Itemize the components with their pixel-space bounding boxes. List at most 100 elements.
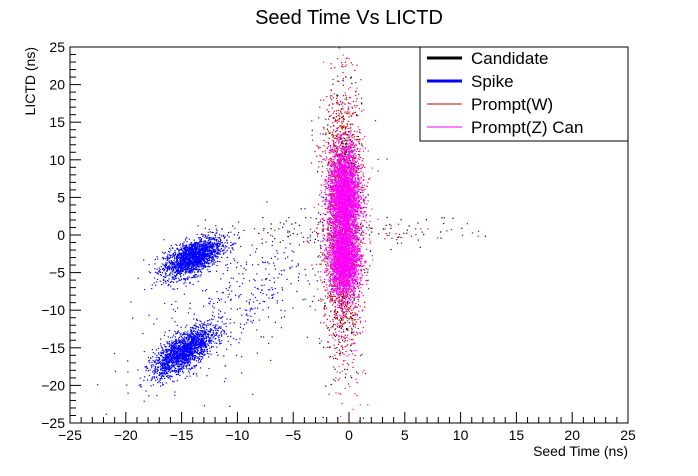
data-point	[182, 367, 184, 369]
data-point	[192, 338, 195, 340]
data-point	[334, 347, 336, 349]
data-point	[337, 133, 339, 135]
data-point	[199, 330, 201, 332]
data-point	[189, 361, 191, 363]
data-point	[180, 340, 182, 343]
data-point	[150, 379, 152, 381]
data-point	[224, 301, 226, 303]
data-point	[190, 332, 192, 334]
data-point	[316, 155, 318, 157]
data-point	[357, 167, 359, 169]
data-point	[201, 337, 204, 339]
data-point	[162, 360, 164, 362]
data-point	[145, 390, 147, 392]
data-point	[181, 358, 183, 360]
data-point	[183, 358, 185, 360]
data-point	[344, 128, 346, 130]
data-point	[207, 259, 209, 262]
data-point	[277, 277, 279, 279]
data-point	[200, 238, 203, 240]
data-point	[196, 250, 198, 252]
data-point	[151, 349, 153, 351]
data-point	[157, 356, 159, 359]
data-point	[342, 339, 344, 341]
data-point	[333, 295, 335, 297]
data-point	[191, 355, 193, 357]
data-point	[202, 258, 204, 260]
data-point	[191, 332, 193, 334]
data-point	[334, 162, 336, 164]
data-point	[168, 267, 170, 269]
data-point	[344, 61, 347, 63]
data-point	[189, 359, 192, 361]
data-point	[202, 348, 204, 350]
data-point	[190, 362, 192, 364]
data-point	[205, 250, 208, 252]
data-point	[307, 241, 309, 243]
data-point	[176, 248, 178, 250]
data-point	[223, 330, 225, 332]
data-point	[342, 84, 344, 86]
data-point	[191, 357, 193, 359]
data-point	[327, 229, 329, 231]
data-point	[192, 333, 194, 335]
data-point	[277, 292, 279, 294]
data-point	[167, 280, 169, 282]
data-point	[162, 258, 165, 260]
data-point	[324, 305, 326, 307]
data-point	[207, 248, 209, 251]
data-point	[202, 263, 204, 266]
data-point	[192, 335, 194, 337]
data-point	[193, 246, 195, 248]
data-point	[183, 246, 185, 249]
data-point	[178, 252, 180, 254]
data-point	[271, 294, 273, 296]
data-point	[154, 366, 157, 368]
data-point	[190, 355, 192, 357]
data-point	[160, 363, 162, 365]
data-point	[173, 354, 175, 356]
data-point	[400, 219, 402, 221]
data-point	[223, 333, 225, 335]
data-point	[204, 341, 206, 343]
data-point	[348, 322, 351, 324]
data-point	[137, 277, 139, 279]
data-point	[200, 327, 202, 329]
data-point	[174, 367, 176, 369]
data-point	[338, 170, 340, 172]
data-point	[219, 317, 222, 319]
data-point	[159, 366, 161, 368]
data-point	[203, 257, 205, 259]
data-point	[180, 247, 182, 249]
data-point	[227, 335, 229, 337]
data-point	[180, 254, 183, 256]
data-point	[167, 372, 169, 375]
data-point	[215, 247, 218, 249]
data-point	[198, 254, 200, 256]
data-point	[334, 144, 336, 146]
data-point	[252, 319, 254, 321]
data-point	[194, 325, 196, 327]
data-point	[397, 236, 399, 238]
data-point	[196, 261, 198, 263]
data-point	[202, 258, 204, 260]
data-point	[221, 334, 223, 336]
data-point	[190, 333, 192, 335]
data-point	[461, 227, 463, 229]
data-point	[207, 240, 209, 242]
data-point	[189, 355, 191, 357]
data-point	[333, 110, 335, 112]
data-point	[199, 339, 201, 341]
data-point	[198, 338, 200, 340]
data-point	[172, 357, 174, 359]
data-point	[164, 267, 166, 269]
data-point	[319, 213, 321, 216]
data-point	[187, 340, 189, 342]
data-point	[291, 250, 293, 252]
data-point	[182, 370, 184, 372]
data-point	[171, 363, 174, 365]
data-point	[179, 262, 181, 264]
data-point	[199, 320, 201, 322]
data-point	[270, 359, 272, 361]
data-point	[172, 266, 174, 268]
